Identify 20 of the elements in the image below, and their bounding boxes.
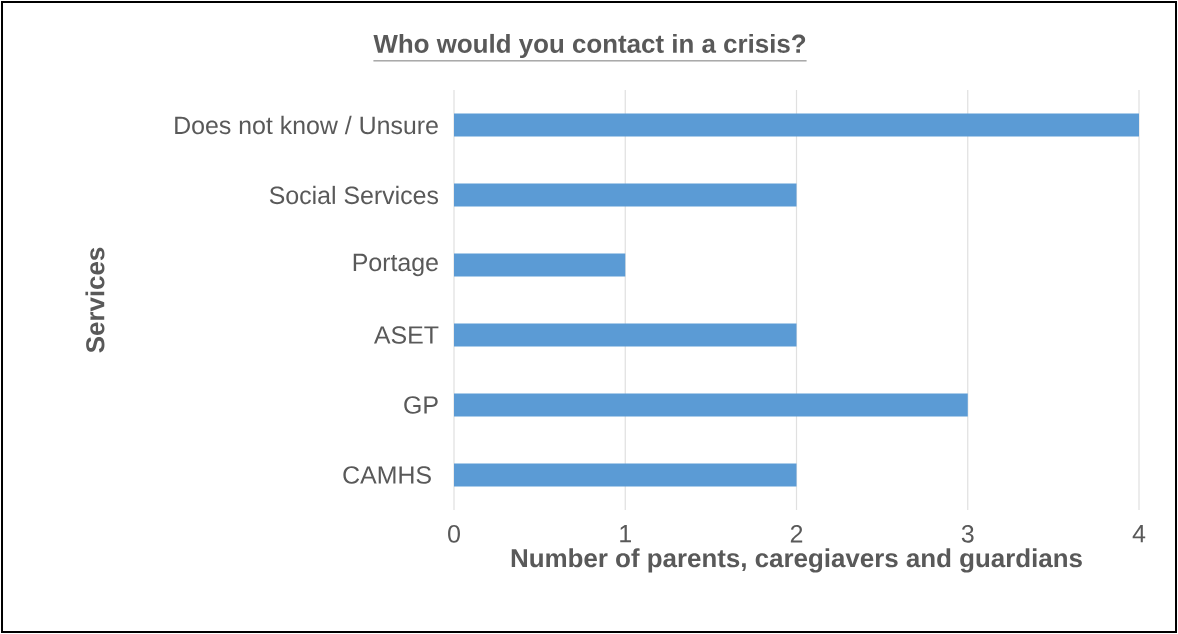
x-tick-label: 0 — [448, 525, 460, 543]
bar — [454, 113, 1140, 137]
y-axis-title: Services — [85, 247, 105, 353]
bar — [454, 323, 797, 347]
chart-title: Who would you contact in a crisis? — [373, 33, 806, 59]
x-tick-label: 2 — [790, 525, 803, 543]
y-tick-label: ASET — [373, 326, 439, 344]
y-tick-label: Social Services — [269, 185, 439, 205]
x-tick-label: 3 — [961, 525, 974, 543]
x-axis-title: Number of parents, caregiavers and guardians — [511, 548, 1082, 573]
x-tick-label: 1 — [620, 525, 631, 543]
bar — [454, 183, 797, 207]
bar — [454, 393, 968, 417]
bar — [454, 463, 797, 487]
y-tick-label: Does not know / Unsure — [175, 115, 438, 135]
y-tick-label: Portage — [353, 253, 438, 277]
y-tick-label: CAMHS — [343, 466, 431, 484]
x-tick-label: 4 — [1132, 525, 1146, 543]
y-tick-label: GP — [404, 396, 438, 414]
bar — [454, 253, 626, 277]
